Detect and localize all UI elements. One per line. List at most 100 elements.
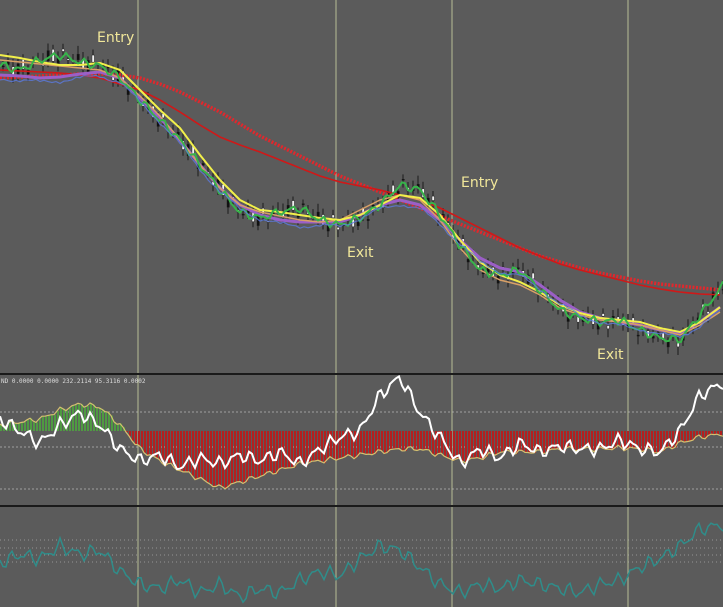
histogram-bar xyxy=(414,431,416,450)
histogram-bar xyxy=(645,431,647,451)
histogram-bar xyxy=(183,431,185,472)
histogram-bar xyxy=(393,431,395,450)
histogram-bar xyxy=(369,431,371,455)
candle-body xyxy=(201,163,205,166)
histogram-bar xyxy=(534,431,536,453)
histogram-bar xyxy=(114,421,116,431)
histogram-bar xyxy=(576,431,578,451)
candle-body xyxy=(16,63,20,77)
candle-body xyxy=(106,66,110,69)
histogram-bar xyxy=(345,431,347,457)
exit-label-1: Exit xyxy=(347,245,374,261)
entry-label-2: Entry xyxy=(461,175,498,191)
candle-body xyxy=(481,272,485,275)
histogram-bar xyxy=(348,431,350,455)
histogram-bar xyxy=(387,431,389,453)
histogram-bar xyxy=(267,431,269,473)
histogram-bar xyxy=(672,431,674,449)
histogram-bar xyxy=(486,431,488,457)
histogram-bar xyxy=(66,410,68,431)
histogram-bar xyxy=(105,411,107,431)
histogram-bar xyxy=(549,431,551,451)
candle-body xyxy=(1,65,5,68)
histogram-bar xyxy=(588,431,590,448)
histogram-bar xyxy=(27,419,29,431)
histogram-bar xyxy=(54,414,56,431)
histogram-bar xyxy=(720,431,722,436)
histogram-bar xyxy=(492,431,494,454)
histogram-bar xyxy=(606,431,608,450)
histogram-bar xyxy=(558,431,560,449)
histogram-bar xyxy=(30,418,32,431)
histogram-bar xyxy=(405,431,407,451)
histogram-bar xyxy=(0,423,2,431)
candle-body xyxy=(606,325,610,329)
histogram-bar xyxy=(462,431,464,461)
histogram-bar xyxy=(381,431,383,451)
candle-body xyxy=(516,267,520,269)
histogram-bar xyxy=(309,431,311,463)
histogram-bar xyxy=(288,431,290,468)
histogram-bar xyxy=(402,431,404,451)
histogram-bar xyxy=(627,431,629,450)
histogram-bar xyxy=(441,431,443,454)
candle-body xyxy=(466,259,470,263)
histogram-bar xyxy=(318,431,320,461)
candle-body xyxy=(666,341,670,348)
histogram-bar xyxy=(690,431,692,441)
histogram-bar xyxy=(9,422,11,431)
candle-body xyxy=(76,53,80,60)
histogram-bar xyxy=(78,403,80,431)
histogram-bar xyxy=(423,431,425,451)
candle-body xyxy=(66,58,70,61)
histogram-bar xyxy=(501,431,503,453)
histogram-bar xyxy=(531,431,533,454)
histogram-bar xyxy=(597,431,599,449)
histogram-bar xyxy=(714,431,716,435)
histogram-bar xyxy=(447,431,449,458)
histogram-bar xyxy=(372,431,374,455)
histogram-bar xyxy=(135,431,137,445)
histogram-bar xyxy=(18,423,20,431)
histogram-bar xyxy=(150,431,152,455)
histogram-bar xyxy=(285,431,287,469)
histogram-bar xyxy=(45,416,47,431)
histogram-bar xyxy=(336,431,338,461)
histogram-bar xyxy=(516,431,518,454)
histogram-bar xyxy=(315,431,317,462)
histogram-bar xyxy=(156,431,158,458)
histogram-bar xyxy=(363,431,365,454)
histogram-bar xyxy=(594,431,596,452)
candle-body xyxy=(91,54,95,63)
histogram-bar xyxy=(432,431,434,454)
histogram-bar xyxy=(621,431,623,448)
histogram-bar xyxy=(273,431,275,474)
histogram-bar xyxy=(303,431,305,465)
candle-body xyxy=(301,203,305,206)
histogram-bar xyxy=(294,431,296,468)
histogram-bar xyxy=(480,431,482,459)
histogram-bar xyxy=(438,431,440,454)
histogram-bar xyxy=(396,431,398,449)
histogram-bar xyxy=(477,431,479,458)
histogram-bar xyxy=(96,407,98,431)
histogram-bar xyxy=(129,431,131,436)
histogram-bar xyxy=(270,431,272,472)
histogram-bar xyxy=(711,431,713,435)
histogram-bar xyxy=(612,431,614,450)
histogram-bar xyxy=(210,431,212,485)
candle-body xyxy=(291,200,295,211)
histogram-bar xyxy=(378,431,380,450)
candle-body xyxy=(226,199,230,208)
histogram-bar xyxy=(228,431,230,487)
histogram-bar xyxy=(126,431,128,433)
oscillator-line xyxy=(0,374,723,471)
candle-body xyxy=(46,50,50,61)
histogram-bar xyxy=(660,431,662,453)
histogram-bar xyxy=(375,431,377,454)
histogram-bar xyxy=(528,431,530,453)
histogram-bar xyxy=(468,431,470,461)
histogram-bar xyxy=(174,431,176,468)
histogram-bar xyxy=(642,431,644,452)
